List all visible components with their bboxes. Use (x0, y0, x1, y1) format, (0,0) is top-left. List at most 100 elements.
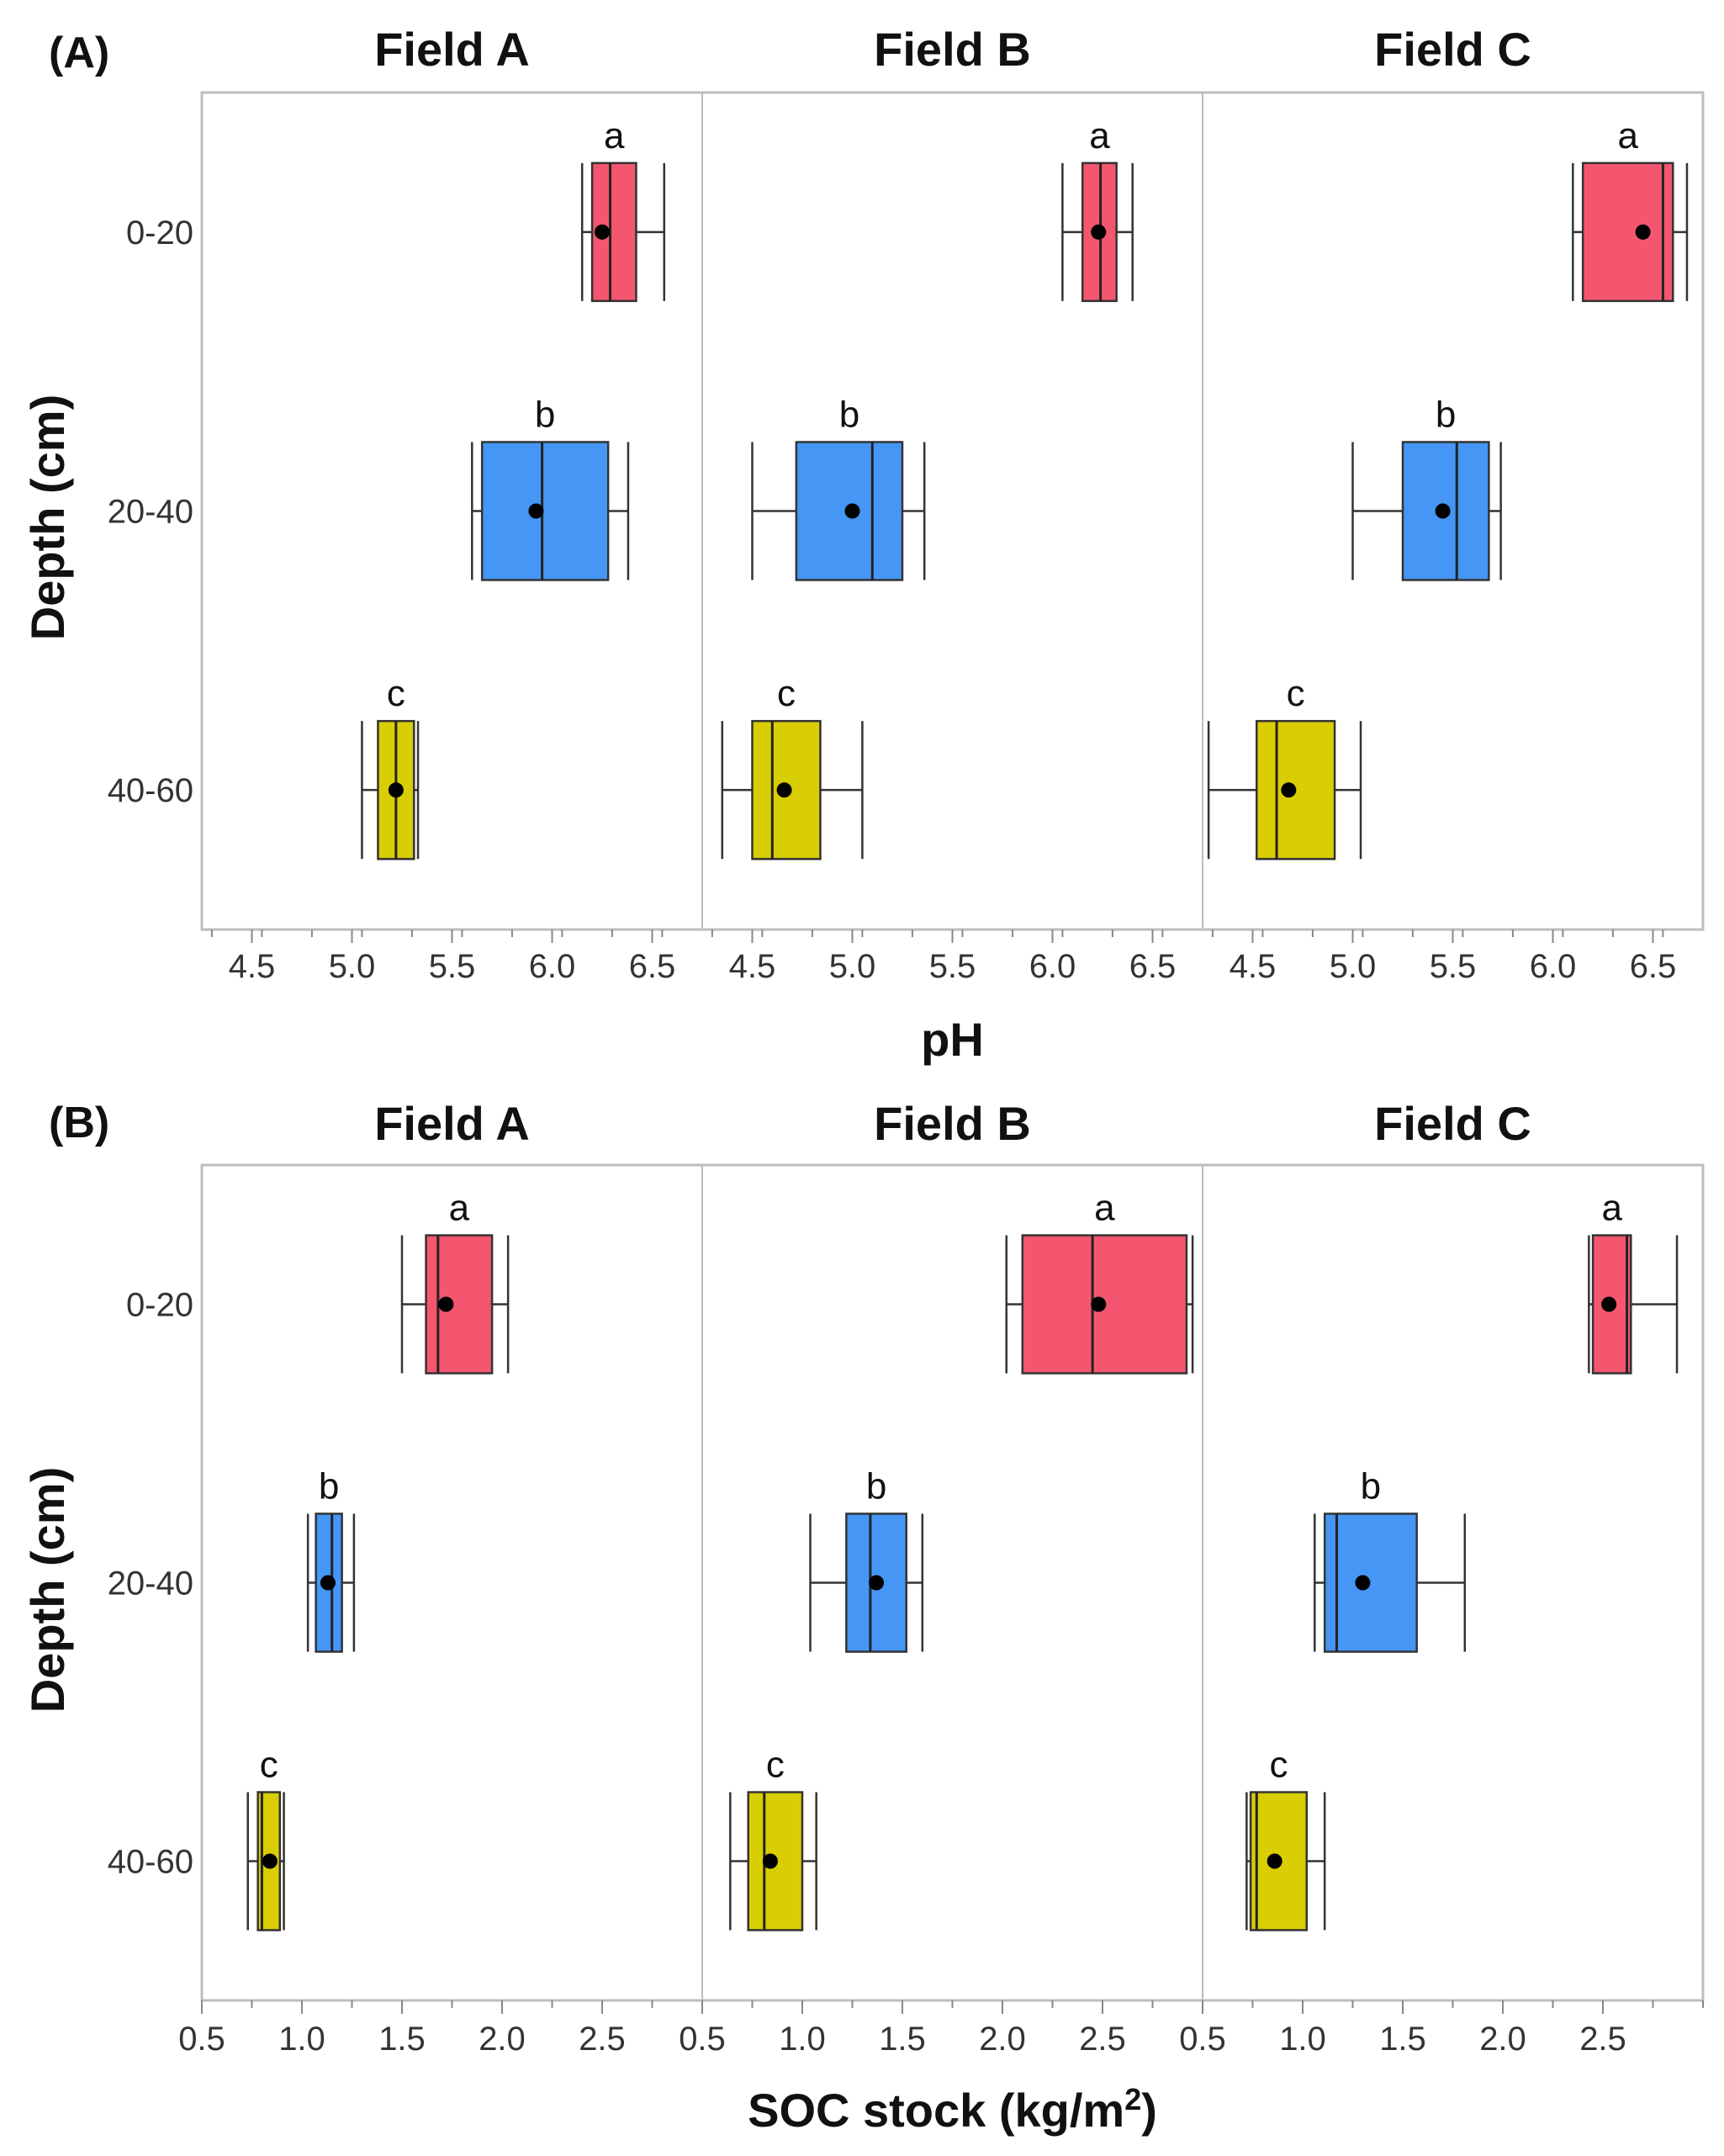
significance-letter: c (777, 673, 796, 714)
x-tick-label: 4.5 (1230, 948, 1277, 985)
box-20-40: b (1351, 395, 1502, 581)
panel-label: (B) (49, 1099, 109, 1147)
x-tick-label: 2.0 (979, 2021, 1026, 2058)
box-40-60: c (361, 673, 420, 861)
iqr-box (1591, 1234, 1632, 1375)
mean-dot (438, 1296, 454, 1312)
x-tick-label: 0.5 (1179, 2021, 1226, 2058)
facet-title: Field B (874, 1097, 1031, 1150)
mean-dot (869, 1575, 885, 1591)
x-tick-label: 5.0 (329, 948, 376, 985)
facet-field-a: Field A 0.5 1.0 1.5 2.0 2.5 a b c (178, 1097, 703, 2058)
significance-letter: c (1269, 1745, 1288, 1786)
x-tick-label: 5.0 (829, 948, 876, 985)
significance-letter: b (319, 1466, 339, 1507)
y-tick-label: 0-20 (126, 215, 193, 252)
box-20-40: b (306, 1466, 356, 1653)
mean-dot (1601, 1296, 1617, 1312)
y-tick-label: 40-60 (108, 1844, 193, 1881)
x-tick-label: 1.5 (378, 2021, 426, 2058)
panel-label: (A) (49, 29, 109, 77)
x-tick-label: 6.5 (629, 948, 676, 985)
iqr-box (1021, 1234, 1188, 1375)
significance-letter: c (387, 673, 405, 714)
x-tick-label: 1.5 (1379, 2021, 1426, 2058)
mean-dot (762, 1853, 778, 1869)
box-0-20: a (400, 1188, 510, 1375)
x-tick-label: 6.5 (1630, 948, 1677, 985)
y-tick-label: 20-40 (108, 1565, 193, 1602)
facet-field-a: Field A 4.5 5.0 5.5 6.0 6.5 a b c (210, 23, 676, 985)
x-tick-label: 6.0 (529, 948, 576, 985)
significance-letter: c (766, 1745, 785, 1786)
facet-title: Field C (1374, 23, 1531, 76)
significance-letter: b (535, 395, 555, 436)
facet-title: Field A (374, 1097, 530, 1150)
x-tick-label: 5.0 (1330, 948, 1377, 985)
x-tick-label: 0.5 (178, 2021, 225, 2058)
y-tick-label: 40-60 (108, 772, 193, 809)
x-tick-label: 1.0 (779, 2021, 826, 2058)
box-0-20: a (1572, 115, 1689, 303)
significance-letter: b (1436, 395, 1456, 436)
iqr-box (1581, 162, 1674, 303)
x-axis-title: SOC stock (kg/m2) (748, 2082, 1157, 2137)
mean-dot (844, 503, 860, 519)
iqr-box (1323, 1512, 1418, 1653)
significance-letter: b (1361, 1466, 1381, 1507)
x-tick-label: 6.0 (1530, 948, 1577, 985)
mean-dot (595, 224, 610, 240)
x-tick-label: 2.5 (579, 2021, 626, 2058)
panel-b: (B) Depth (cm) 0-20 20-40 40-60 Field A 0.5 1.0… (21, 1097, 1705, 2137)
facet-field-c: Field C 0.5 1.0 1.5 2.0 2.5 a b c (1179, 1097, 1704, 2058)
box-0-20: a (1588, 1188, 1679, 1375)
mean-dot (1267, 1853, 1282, 1869)
mean-dot (1435, 503, 1451, 519)
mean-dot (1635, 224, 1651, 240)
box-20-40: b (471, 395, 630, 581)
box-20-40: b (751, 395, 926, 581)
mean-dot (1091, 224, 1107, 240)
box-20-40: b (1314, 1466, 1467, 1653)
facet-title: Field B (874, 23, 1031, 76)
significance-letter: b (866, 1466, 886, 1507)
x-tick-label: 5.5 (429, 948, 476, 985)
y-axis-title: Depth (cm) (21, 395, 74, 640)
significance-letter: c (260, 1745, 278, 1786)
significance-letter: a (1089, 115, 1110, 156)
box-40-60: c (246, 1745, 285, 1931)
y-axis-title: Depth (cm) (21, 1467, 74, 1713)
mean-dot (1281, 782, 1297, 798)
significance-letter: a (1094, 1188, 1115, 1229)
x-tick-label: 6.0 (1029, 948, 1076, 985)
iqr-box (480, 441, 610, 581)
significance-letter: a (1601, 1188, 1622, 1229)
x-tick-label: 4.5 (729, 948, 776, 985)
box-40-60: c (729, 1745, 817, 1931)
x-tick-label: 1.5 (879, 2021, 926, 2058)
box-20-40: b (809, 1466, 924, 1653)
x-tick-label: 1.0 (278, 2021, 325, 2058)
mean-dot (1355, 1575, 1371, 1591)
significance-letter: b (839, 395, 859, 436)
x-tick-label: 4.5 (229, 948, 276, 985)
x-tick-label: 2.0 (1479, 2021, 1526, 2058)
box-40-60: c (1245, 1745, 1326, 1931)
x-tick-label: 0.5 (679, 2021, 726, 2058)
facet-field-b: Field B 0.5 1.0 1.5 2.0 2.5 a b c (679, 1097, 1203, 2058)
mean-dot (776, 782, 792, 798)
facet-field-b: Field B 4.5 5.0 5.5 6.0 6.5 a b c (701, 23, 1177, 985)
x-axis-title: pH (921, 1013, 984, 1066)
significance-letter: c (1287, 673, 1305, 714)
mean-dot (1091, 1296, 1107, 1312)
x-tick-label: 6.5 (1129, 948, 1177, 985)
facet-field-c: Field C 4.5 5.0 5.5 6.0 6.5 a b c (1202, 23, 1689, 985)
x-tick-label: 1.0 (1279, 2021, 1326, 2058)
box-0-20: a (1061, 115, 1134, 303)
box-40-60: c (721, 673, 864, 861)
mean-dot (528, 503, 544, 519)
mean-dot (388, 782, 404, 798)
box-0-20: a (580, 115, 666, 303)
significance-letter: a (449, 1188, 470, 1229)
